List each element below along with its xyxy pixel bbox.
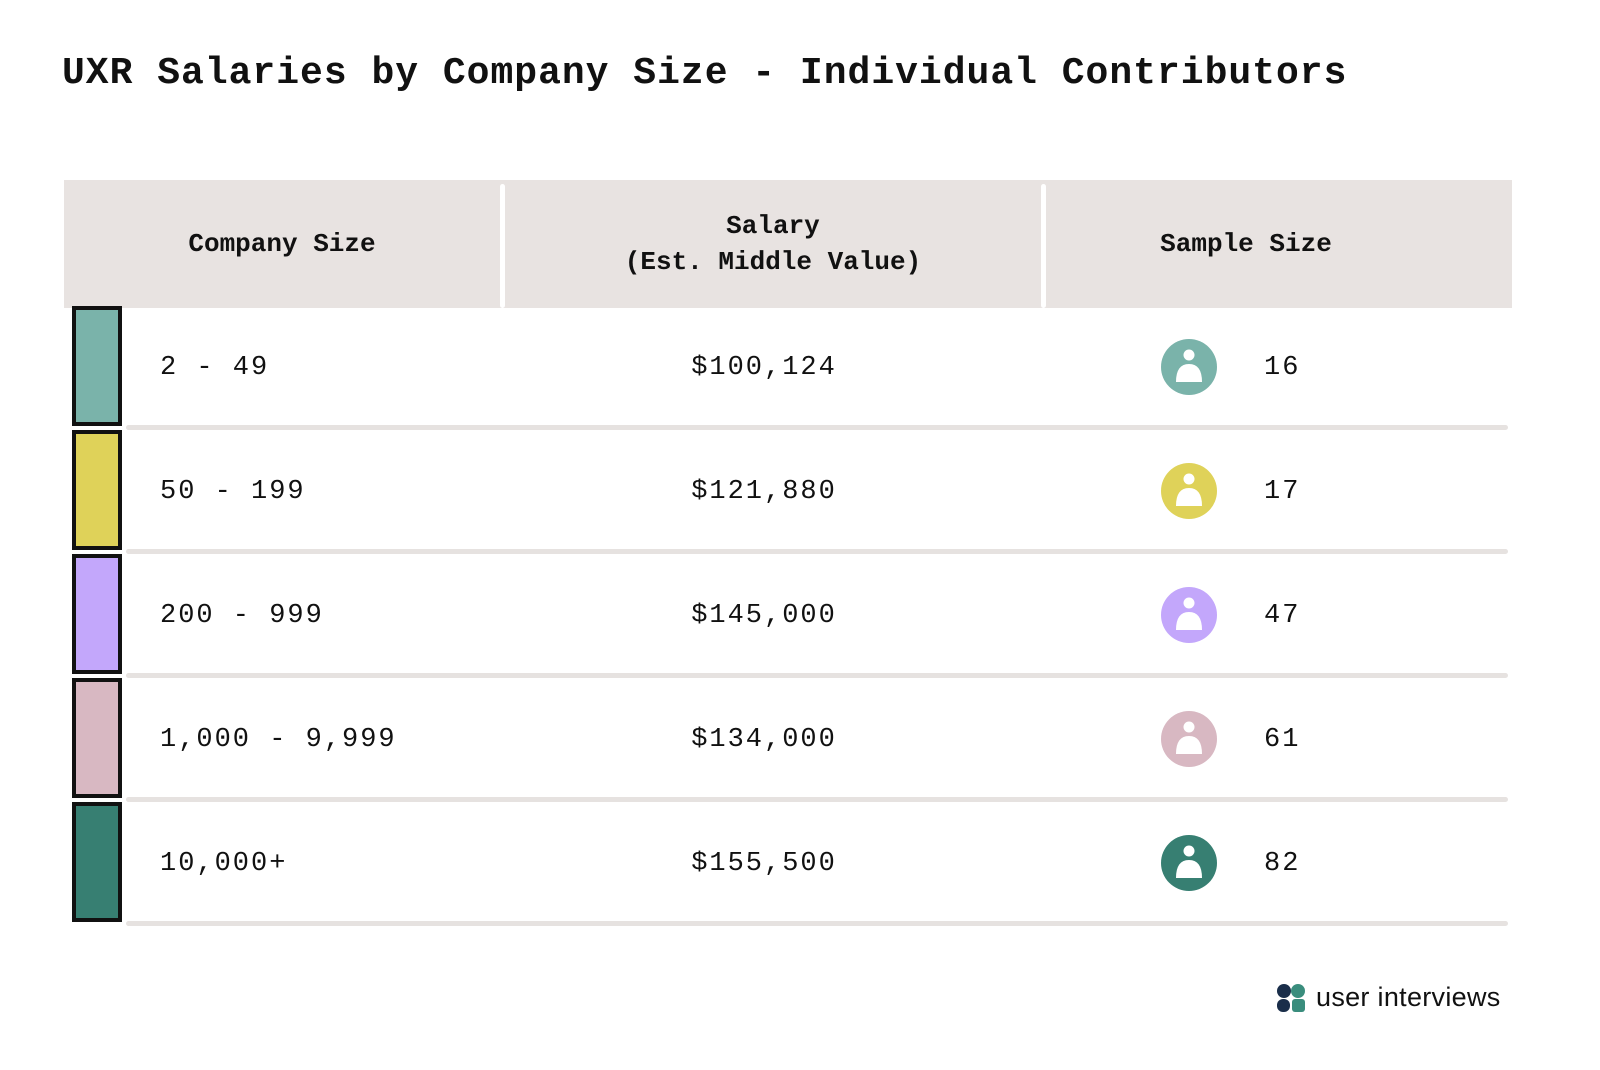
cell-sample-size: 16	[1264, 353, 1301, 383]
table-header: Company Size Salary (Est. Middle Value) …	[64, 180, 1512, 308]
cell-salary: $100,124	[691, 353, 837, 383]
table-row: 50 - 199 $121,880 17	[64, 430, 1512, 554]
salary-table: Company Size Salary (Est. Middle Value) …	[64, 180, 1512, 930]
person-icon	[1161, 835, 1217, 891]
header-salary: Salary (Est. Middle Value)	[624, 211, 922, 277]
person-icon	[1161, 463, 1217, 519]
cell-company-size: 200 - 999	[160, 601, 324, 631]
cell-company-size: 10,000+	[160, 849, 288, 879]
header-divider	[1041, 184, 1046, 308]
color-swatch	[72, 802, 122, 922]
row-divider	[126, 425, 1508, 430]
cell-sample-size: 82	[1264, 849, 1301, 879]
cell-salary: $121,880	[691, 477, 837, 507]
person-icon	[1161, 587, 1217, 643]
brand-logo: user interviews	[1276, 982, 1501, 1013]
brand-name: user interviews	[1316, 982, 1501, 1012]
header-divider	[500, 184, 505, 308]
color-swatch	[72, 554, 122, 674]
cell-salary: $145,000	[691, 601, 837, 631]
cell-company-size: 50 - 199	[160, 477, 306, 507]
table-row: 1,000 - 9,999 $134,000 61	[64, 678, 1512, 802]
cell-salary: $134,000	[691, 725, 837, 755]
table-row: 10,000+ $155,500 82	[64, 802, 1512, 926]
color-swatch	[72, 306, 122, 426]
header-company-size: Company Size	[188, 229, 376, 259]
color-swatch	[72, 678, 122, 798]
user-interviews-logo-icon	[1277, 983, 1305, 1012]
table-row: 2 - 49 $100,124 16	[64, 306, 1512, 430]
header-sample-size: Sample Size	[1160, 229, 1332, 259]
color-swatch	[72, 430, 122, 550]
row-divider	[126, 673, 1508, 678]
person-icon	[1161, 339, 1217, 395]
table-row: 200 - 999 $145,000 47	[64, 554, 1512, 678]
row-divider	[126, 921, 1508, 926]
page-title: UXR Salaries by Company Size - Individua…	[62, 52, 1348, 95]
cell-sample-size: 47	[1264, 601, 1301, 631]
row-divider	[126, 549, 1508, 554]
row-divider	[126, 797, 1508, 802]
cell-sample-size: 17	[1264, 477, 1301, 507]
cell-company-size: 2 - 49	[160, 353, 270, 383]
cell-salary: $155,500	[691, 849, 837, 879]
cell-sample-size: 61	[1264, 725, 1301, 755]
person-icon	[1161, 711, 1217, 767]
cell-company-size: 1,000 - 9,999	[160, 725, 397, 755]
